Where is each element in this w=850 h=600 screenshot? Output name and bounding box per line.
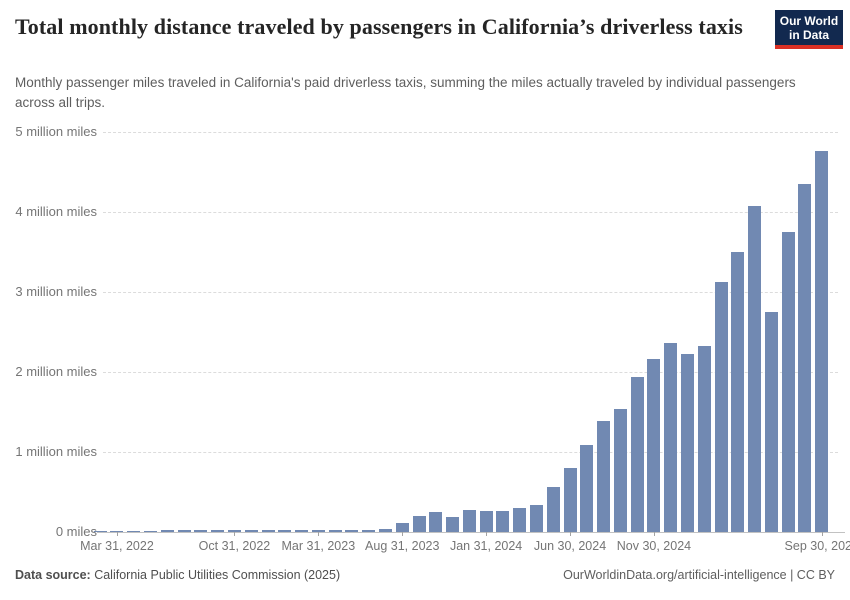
bar[interactable] xyxy=(748,205,762,532)
bar[interactable] xyxy=(160,530,174,532)
owid-logo-line2: in Data xyxy=(788,27,829,42)
bar[interactable] xyxy=(244,530,258,532)
attribution-link[interactable]: OurWorldinData.org/artificial-intelligen… xyxy=(563,568,835,582)
bar[interactable] xyxy=(378,528,392,532)
bar[interactable] xyxy=(731,252,745,532)
data-source-label: Data source: xyxy=(15,568,91,582)
x-axis-label: Nov 30, 2024 xyxy=(616,539,692,553)
x-axis-tick xyxy=(234,532,236,536)
bar[interactable] xyxy=(278,530,292,532)
gridline xyxy=(103,131,838,133)
x-axis-tick xyxy=(486,532,488,536)
bar[interactable] xyxy=(613,408,627,532)
bar[interactable] xyxy=(328,529,342,532)
x-axis-tick xyxy=(653,532,655,536)
bar[interactable] xyxy=(295,530,309,532)
bar[interactable] xyxy=(513,508,527,532)
data-source-text: California Public Utilities Commission (… xyxy=(90,568,341,582)
chart-subtitle: Monthly passenger miles traveled in Cali… xyxy=(15,75,796,110)
x-axis-tick xyxy=(821,532,823,536)
bar[interactable] xyxy=(194,530,208,532)
bar[interactable] xyxy=(697,345,711,532)
x-axis-label: Aug 31, 2023 xyxy=(365,539,440,553)
bar[interactable] xyxy=(462,510,476,532)
bar[interactable] xyxy=(261,530,275,532)
bar[interactable] xyxy=(127,530,141,532)
bar[interactable] xyxy=(144,530,158,532)
bar[interactable] xyxy=(362,529,376,532)
bar[interactable] xyxy=(714,282,728,532)
bar[interactable] xyxy=(529,504,543,532)
x-axis-line xyxy=(97,531,845,533)
x-axis-tick xyxy=(318,532,320,536)
y-axis-label: 5 million miles xyxy=(15,124,97,139)
bar[interactable] xyxy=(395,523,409,532)
bar[interactable] xyxy=(446,516,460,532)
owid-logo-line1: Our World xyxy=(779,13,839,28)
y-axis-label: 2 million miles xyxy=(15,364,97,379)
bar[interactable] xyxy=(496,511,510,532)
bar[interactable] xyxy=(681,353,694,532)
bar[interactable] xyxy=(177,530,191,532)
bar[interactable] xyxy=(93,530,107,532)
bar[interactable] xyxy=(781,232,795,532)
bar[interactable] xyxy=(597,420,611,532)
bar[interactable] xyxy=(429,512,443,532)
y-axis-label: 0 miles xyxy=(55,524,97,539)
bar[interactable] xyxy=(412,516,426,532)
x-axis-label: Jan 31, 2024 xyxy=(449,539,523,553)
bar[interactable] xyxy=(798,184,812,532)
bar[interactable] xyxy=(211,530,225,532)
gridline xyxy=(103,371,838,373)
bar[interactable] xyxy=(580,444,594,532)
bar[interactable] xyxy=(764,312,778,532)
chart-title: Total monthly distance traveled by passe… xyxy=(15,14,743,39)
gridline xyxy=(103,211,838,213)
bar[interactable] xyxy=(227,530,241,532)
bar[interactable] xyxy=(815,151,829,532)
y-axis-label: 1 million miles xyxy=(15,444,97,459)
x-axis-tick xyxy=(570,532,572,536)
bar[interactable] xyxy=(664,343,678,532)
bar[interactable] xyxy=(479,511,493,532)
x-axis-label: Mar 31, 2023 xyxy=(281,539,356,553)
x-axis-label: Mar 31, 2022 xyxy=(80,539,154,553)
bar[interactable] xyxy=(345,530,359,532)
y-axis-label: 3 million miles xyxy=(15,284,97,299)
x-axis-label: Oct 31, 2022 xyxy=(198,539,271,553)
bar[interactable] xyxy=(630,376,644,532)
x-axis-label: Sep 30, 2025 xyxy=(784,539,850,553)
bar[interactable] xyxy=(563,468,577,532)
x-axis-label: Jun 30, 2024 xyxy=(533,539,607,553)
bar[interactable] xyxy=(546,487,560,532)
bar[interactable] xyxy=(110,530,124,532)
y-axis-label: 4 million miles xyxy=(15,204,97,219)
bar[interactable] xyxy=(647,359,661,532)
gridline xyxy=(103,451,838,453)
x-axis-tick xyxy=(116,532,118,536)
gridline xyxy=(103,291,838,293)
owid-logo[interactable]: Our World in Data xyxy=(775,10,843,49)
bar[interactable] xyxy=(311,529,325,532)
x-axis-tick xyxy=(402,532,404,536)
data-source: Data source: California Public Utilities… xyxy=(15,568,340,582)
